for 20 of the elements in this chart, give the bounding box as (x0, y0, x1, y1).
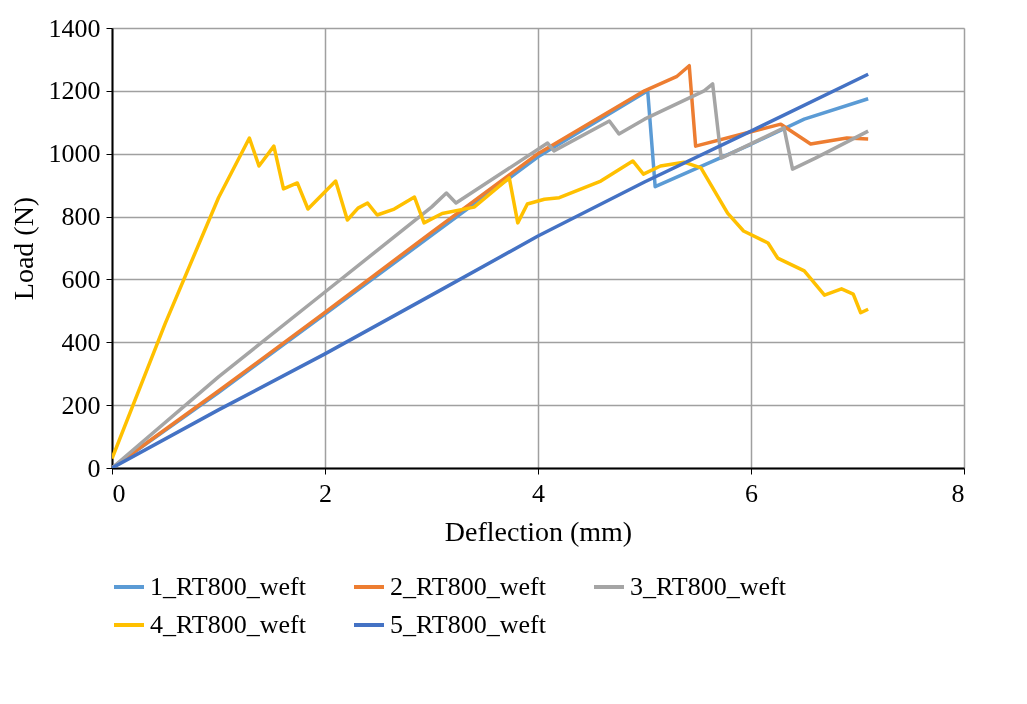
x-axis-title: Deflection (mm) (444, 515, 633, 547)
x-tick-label: 8 (951, 478, 965, 508)
legend-label: 1_RT800_weft (150, 572, 307, 601)
y-axis-title: Load (N) (7, 196, 39, 301)
y-tick-label: 800 (61, 202, 101, 232)
y-tick-label: 1400 (48, 13, 101, 43)
legend-label: 3_RT800_weft (630, 572, 787, 601)
x-tick-label: 2 (319, 478, 332, 508)
x-tick-label: 6 (745, 478, 758, 508)
y-tick-label: 0 (87, 453, 101, 483)
y-tick-label: 600 (61, 264, 101, 294)
legend-label: 4_RT800_weft (150, 610, 307, 639)
y-tick-label: 1200 (48, 76, 101, 106)
x-tick-label: 0 (112, 478, 126, 508)
y-tick-label: 400 (61, 327, 101, 357)
legend-label: 5_RT800_weft (390, 610, 547, 639)
y-tick-label: 1000 (48, 139, 101, 169)
y-tick-label: 200 (61, 390, 101, 420)
x-tick-label: 4 (532, 478, 545, 508)
legend-label: 2_RT800_weft (390, 572, 547, 601)
